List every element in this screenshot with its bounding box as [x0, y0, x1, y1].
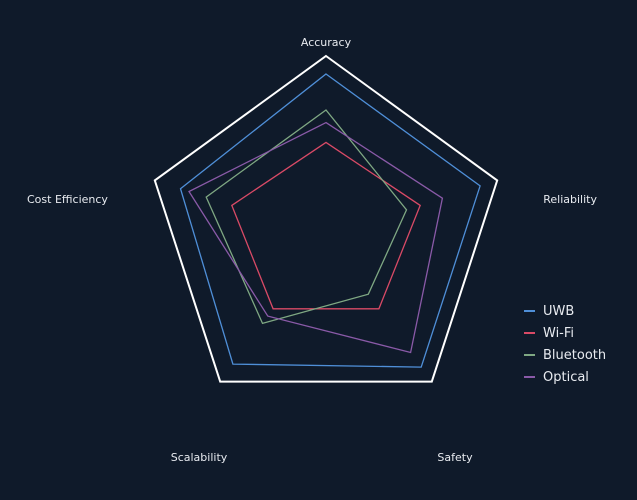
legend-swatch-bluetooth — [524, 354, 535, 356]
radar-frame — [153, 54, 499, 383]
legend-item-optical: Optical — [524, 366, 634, 388]
series-line-wi-fi — [231, 141, 421, 310]
legend-label-optical: Optical — [543, 369, 589, 385]
legend-swatch-wifi — [524, 332, 535, 334]
series-line-bluetooth — [205, 109, 408, 325]
series-line-uwb — [179, 73, 481, 368]
axis-label-reliability: Reliability — [543, 193, 597, 206]
legend-label-wifi: Wi-Fi — [543, 325, 575, 341]
legend-label-uwb: UWB — [543, 303, 575, 319]
legend-item-uwb: UWB — [524, 300, 634, 322]
axis-label-safety: Safety — [437, 451, 473, 464]
axis-label-accuracy: Accuracy — [301, 36, 352, 49]
legend-item-wifi: Wi-Fi — [524, 322, 634, 344]
axis-label-scalability: Scalability — [171, 451, 228, 464]
legend: UWB Wi-Fi Bluetooth Optical — [524, 300, 634, 388]
series-line-optical — [188, 121, 444, 354]
legend-item-bluetooth: Bluetooth — [524, 344, 634, 366]
legend-label-bluetooth: Bluetooth — [543, 347, 607, 363]
legend-swatch-optical — [524, 376, 535, 378]
legend-swatch-uwb — [524, 310, 535, 312]
axis-label-cost-efficiency: Cost Efficiency — [27, 193, 108, 206]
